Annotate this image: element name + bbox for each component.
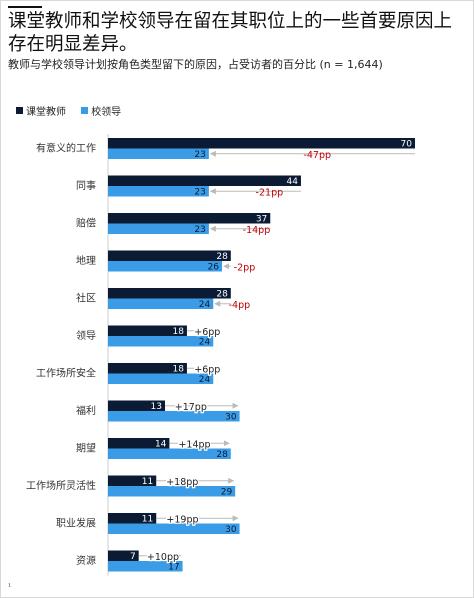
value-label-leader: 17 <box>168 563 179 573</box>
bar-teacher <box>108 250 231 261</box>
value-label-leader: 29 <box>221 488 233 498</box>
legend-item-leader: 校领导 <box>81 103 121 118</box>
bar-teacher <box>108 325 187 336</box>
value-label-teacher: 70 <box>401 140 413 150</box>
value-label-teacher: 13 <box>151 402 162 412</box>
value-label-teacher: 28 <box>216 252 228 262</box>
bar-teacher <box>108 363 187 374</box>
legend-swatch-teacher <box>16 107 23 114</box>
bar-teacher <box>108 550 139 561</box>
value-label-leader: 23 <box>194 225 205 235</box>
bar-leader <box>108 148 209 159</box>
value-label-leader: 30 <box>225 413 237 423</box>
bar-leader <box>108 561 183 572</box>
category-label: 期望 <box>76 442 96 455</box>
bar-teacher <box>108 475 157 486</box>
difference-label: -47pp <box>303 150 331 161</box>
difference-label: +18pp <box>166 477 198 488</box>
category-label: 职业发展 <box>56 517 96 530</box>
title-accent-rule <box>8 6 42 8</box>
category-label: 领导 <box>76 329 96 342</box>
bar-leader <box>108 298 214 309</box>
legend-label-teacher: 课堂教师 <box>26 107 66 118</box>
bar-teacher <box>108 213 271 224</box>
value-label-teacher: 7 <box>130 552 136 562</box>
bar-leader <box>108 523 240 534</box>
difference-label: -21pp <box>256 188 284 199</box>
difference-label: -2pp <box>234 263 256 274</box>
value-label-leader: 30 <box>225 525 237 535</box>
bar-leader <box>108 336 214 347</box>
difference-label: +14pp <box>178 440 210 451</box>
legend-swatch-leader <box>81 107 89 114</box>
footnote-marker: ¹ <box>8 582 12 591</box>
bar-teacher <box>108 138 415 149</box>
value-label-teacher: 14 <box>155 440 167 450</box>
value-label-leader: 23 <box>194 188 205 198</box>
difference-label: -4pp <box>229 300 251 311</box>
value-label-teacher: 18 <box>172 365 184 375</box>
value-label-teacher: 11 <box>142 477 153 487</box>
value-label-leader: 24 <box>199 300 211 310</box>
bar-leader <box>108 186 209 197</box>
value-label-teacher: 37 <box>256 215 267 225</box>
category-label: 资源 <box>76 554 96 567</box>
value-label-teacher: 44 <box>287 177 299 187</box>
bar-leader <box>108 486 236 497</box>
value-label-teacher: 11 <box>142 515 153 525</box>
value-label-teacher: 18 <box>172 327 184 337</box>
bar-leader <box>108 261 223 272</box>
bar-teacher <box>108 175 301 186</box>
bar-leader <box>108 448 231 459</box>
bar-leader <box>108 411 240 422</box>
difference-label: +10pp <box>147 552 179 563</box>
chart-title: 课堂教师和学校领导在留在其职位上的一些首要原因上存在明显差异。 <box>8 11 453 55</box>
difference-label: +17pp <box>175 402 207 413</box>
value-label-leader: 24 <box>199 375 211 385</box>
category-label: 工作场所安全 <box>36 367 96 380</box>
value-label-leader: 23 <box>194 150 205 160</box>
legend-label-leader: 校领导 <box>91 107 122 118</box>
category-label: 福利 <box>76 404 96 417</box>
value-label-teacher: 28 <box>216 290 228 300</box>
value-label-leader: 26 <box>208 263 220 273</box>
category-label: 有意义的工作 <box>36 142 96 155</box>
category-label: 工作场所灵活性 <box>26 479 96 492</box>
chart-legend: 课堂教师 校领导 <box>16 103 133 118</box>
difference-label: -14pp <box>243 225 271 236</box>
bar-leader <box>108 373 214 384</box>
legend-item-teacher: 课堂教师 <box>16 103 66 118</box>
value-label-leader: 28 <box>216 450 228 460</box>
bar-teacher <box>108 438 170 449</box>
category-label: 社区 <box>76 292 96 305</box>
difference-label: +6pp <box>194 327 220 338</box>
category-label: 赔偿 <box>76 217 96 230</box>
bar-teacher <box>108 400 166 411</box>
value-label-leader: 24 <box>199 338 211 348</box>
category-label: 同事 <box>76 179 96 192</box>
bar-teacher <box>108 288 231 299</box>
category-label: 地理 <box>76 254 96 267</box>
difference-label: +19pp <box>166 515 198 526</box>
bar-leader <box>108 223 209 234</box>
bar-teacher <box>108 513 157 524</box>
difference-label: +6pp <box>194 365 220 376</box>
chart-subtitle: 教师与学校领导计划按角色类型留下的原因，占受访者的百分比 (n = 1,644) <box>8 58 383 71</box>
